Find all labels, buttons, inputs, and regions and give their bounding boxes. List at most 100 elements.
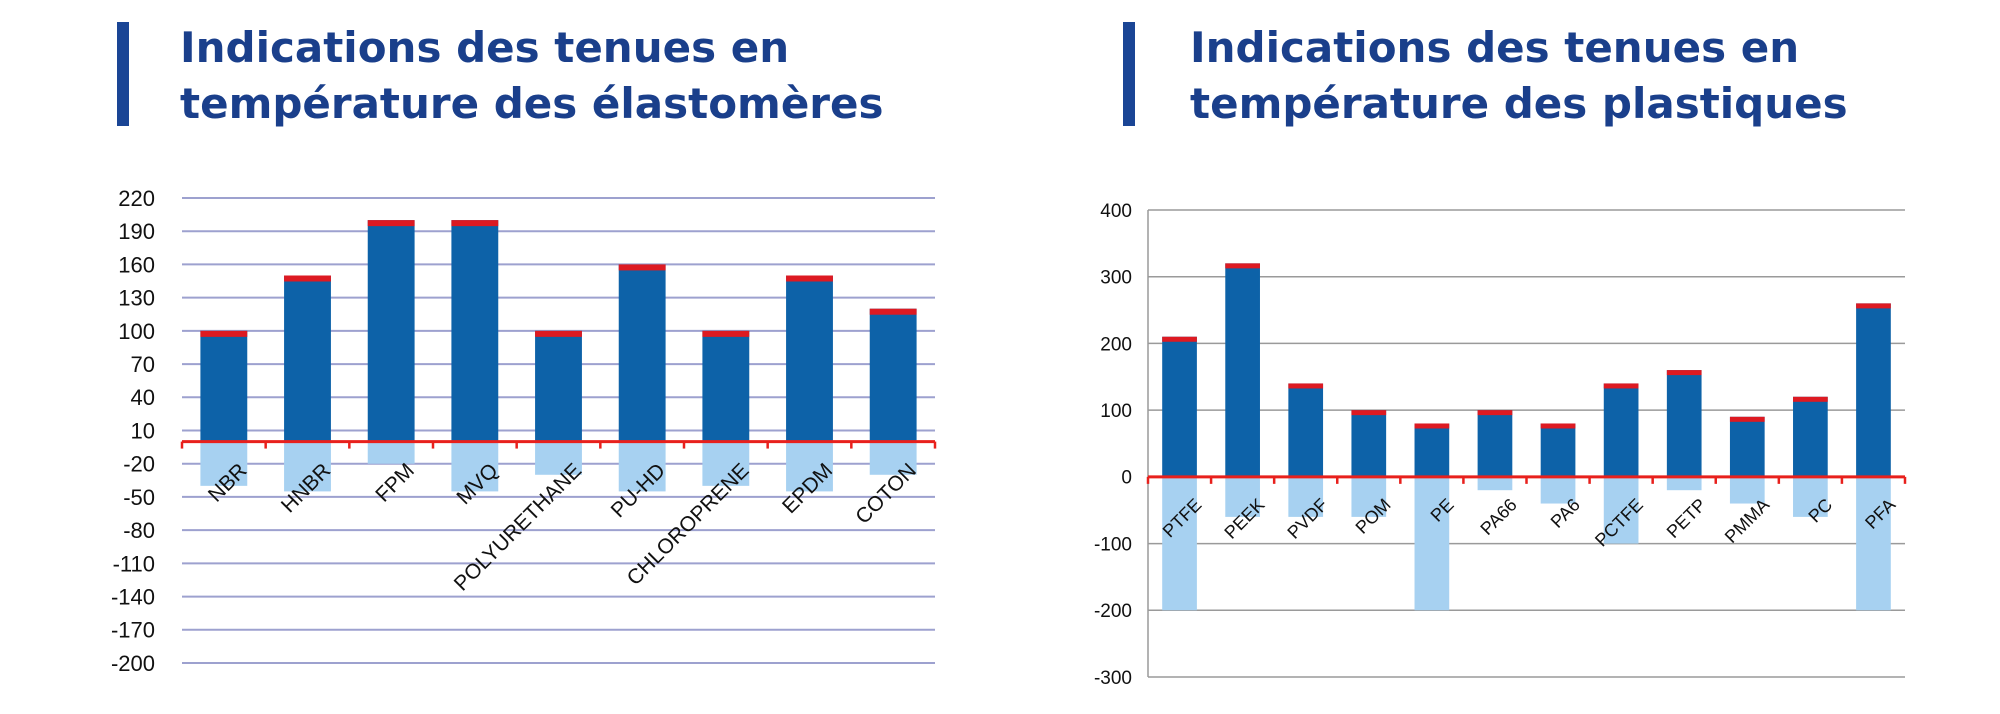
bar-max-cap <box>1540 423 1576 429</box>
bar-max-cap <box>786 275 833 282</box>
bar-max-cap <box>1225 263 1260 269</box>
bar-max-cap <box>1414 423 1450 429</box>
y-tick-label: 300 <box>1100 268 1132 289</box>
bar-max-cap <box>618 264 666 271</box>
plastics-panel: Indications des tenues en température de… <box>1000 0 2000 714</box>
bar-min-temp <box>618 441 666 492</box>
elastomers-chart-title: Indications des tenues en température de… <box>180 20 980 132</box>
bar-min-temp <box>1729 476 1765 504</box>
y-tick-label: -300 <box>1094 668 1132 689</box>
bar-min-temp <box>1351 476 1387 517</box>
bar-max-temp <box>618 264 666 442</box>
title-accent-bar <box>1123 22 1135 126</box>
bar-min-temp <box>1225 476 1260 517</box>
bar-max-cap <box>1729 416 1765 422</box>
bar-min-temp <box>284 441 331 492</box>
bar-max-cap <box>200 330 248 337</box>
bar-min-temp <box>1666 476 1702 491</box>
bar-min-temp <box>1414 476 1450 611</box>
bar-min-temp <box>367 441 415 464</box>
bar-max-temp <box>367 220 415 442</box>
x-category-label: PA66 <box>1476 495 1520 539</box>
y-tick-label: 70 <box>131 352 155 377</box>
bar-max-temp <box>1793 396 1828 477</box>
bar-max-cap <box>1666 370 1702 376</box>
bar-min-temp <box>1540 476 1576 504</box>
y-tick-label: 220 <box>118 186 155 211</box>
bar-min-temp <box>702 441 750 486</box>
bar-max-temp <box>1603 383 1639 477</box>
bar-max-temp <box>869 308 917 442</box>
y-tick-label: -200 <box>1094 601 1132 622</box>
bar-max-cap <box>869 308 917 315</box>
bar-max-temp <box>1225 263 1260 477</box>
y-tick-label: -140 <box>111 584 155 609</box>
title-line-1: Indications des tenues en <box>1190 23 1800 72</box>
bar-min-temp <box>1793 476 1828 517</box>
title-line-1: Indications des tenues en <box>180 23 790 72</box>
bar-min-temp <box>1162 476 1197 611</box>
bar-max-temp <box>1288 383 1324 477</box>
x-category-label: PETP <box>1663 495 1710 542</box>
bar-max-temp <box>535 330 582 442</box>
y-tick-label: -200 <box>111 651 155 676</box>
bar-max-temp <box>786 275 833 442</box>
y-tick-label: -170 <box>111 618 155 643</box>
bar-max-cap <box>1603 383 1639 389</box>
bar-max-cap <box>1288 383 1324 389</box>
bar-max-temp <box>1162 336 1197 477</box>
bar-max-temp <box>1477 410 1513 477</box>
title-accent-bar <box>117 22 129 126</box>
plastics-chart-title: Indications des tenues en température de… <box>1190 20 1990 132</box>
bar-min-temp <box>1477 476 1513 491</box>
y-tick-label: -20 <box>123 452 155 477</box>
y-tick-label: 100 <box>1100 401 1132 422</box>
bar-max-cap <box>702 330 750 337</box>
y-tick-label: 160 <box>118 252 155 277</box>
bar-max-cap <box>1477 410 1513 416</box>
bar-max-cap <box>535 330 582 337</box>
bar-max-cap <box>367 220 415 227</box>
bar-max-cap <box>1351 410 1387 416</box>
bar-max-temp <box>1351 410 1387 477</box>
y-tick-label: -80 <box>123 518 155 543</box>
x-category-label: FPM <box>371 459 419 507</box>
y-tick-label: -110 <box>113 551 155 576</box>
bar-min-temp <box>869 441 917 475</box>
bar-max-temp <box>200 330 248 442</box>
y-tick-label: 130 <box>118 286 155 311</box>
bar-min-temp <box>1603 476 1639 544</box>
bar-max-cap <box>284 275 331 282</box>
y-tick-label: 400 <box>1100 201 1132 222</box>
bar-max-temp <box>1666 370 1702 477</box>
elastomers-bar-chart: 220 190 160 130 100 70 40 10 -20 -50 -80 -110 -140 -1… <box>111 186 937 676</box>
bar-min-temp <box>535 441 582 475</box>
bar-min-temp <box>1856 476 1891 611</box>
title-line-2: température des plastiques <box>1190 79 1848 128</box>
bar-min-temp <box>200 441 248 486</box>
bar-max-cap <box>1856 303 1891 309</box>
bar-min-temp <box>1288 476 1324 517</box>
y-tick-label: 100 <box>118 319 155 344</box>
y-tick-label: 200 <box>1100 334 1132 355</box>
bar-max-temp <box>1856 303 1891 477</box>
y-tick-label: 10 <box>131 418 155 443</box>
bar-max-temp <box>1540 423 1576 477</box>
y-tick-label: -100 <box>1094 534 1132 555</box>
bar-max-temp <box>702 330 750 442</box>
elastomers-panel: Indications des tenues en température de… <box>117 20 980 132</box>
y-tick-label: 40 <box>131 385 155 410</box>
bar-max-cap <box>1162 336 1197 342</box>
bar-max-cap <box>1793 396 1828 402</box>
y-tick-label: 190 <box>118 219 155 244</box>
y-tick-label: -50 <box>123 485 155 510</box>
bar-max-temp <box>1729 416 1765 477</box>
bar-max-temp <box>1414 423 1450 477</box>
title-line-2: température des élastomères <box>180 79 884 128</box>
bar-max-temp <box>451 220 499 442</box>
bar-max-temp <box>284 275 331 442</box>
bar-min-temp <box>451 441 499 492</box>
bar-min-temp <box>786 441 833 492</box>
bar-max-cap <box>451 220 499 227</box>
